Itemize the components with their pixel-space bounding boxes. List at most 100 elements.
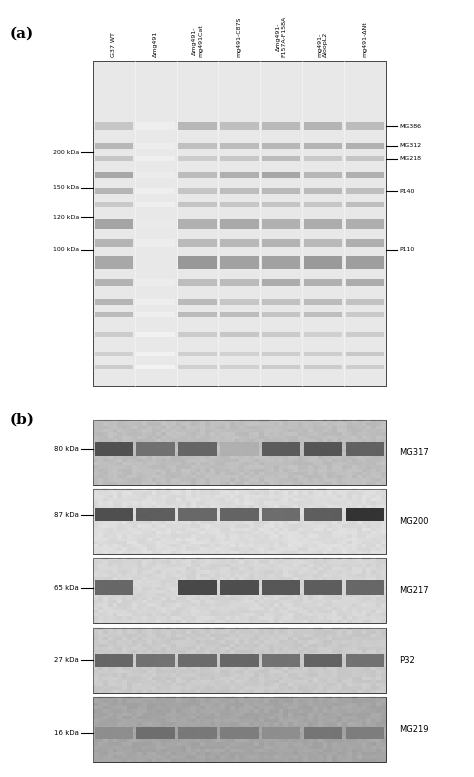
Bar [304,352,342,356]
Bar [262,122,301,130]
Bar [220,188,258,194]
Bar [304,279,342,285]
Text: MG219: MG219 [400,725,429,734]
Bar [178,239,217,247]
Bar [95,156,133,161]
Bar [93,420,386,485]
Bar [304,441,342,456]
Bar [220,239,258,247]
Bar [304,312,342,317]
Text: P32: P32 [400,656,415,664]
Bar [346,143,384,148]
Bar [262,188,301,194]
Bar [346,122,384,130]
Bar [178,441,217,456]
Bar [178,352,217,356]
Bar [262,441,301,456]
Bar [262,365,301,369]
Bar [220,332,258,336]
Bar [178,279,217,285]
Bar [178,143,217,148]
Bar [346,580,384,594]
Bar [346,727,384,739]
Bar [346,188,384,194]
Bar [262,727,301,739]
Bar [346,202,384,207]
Bar [346,352,384,356]
Bar [93,559,386,623]
Text: 65 kDa: 65 kDa [55,584,79,591]
Bar [346,172,384,178]
Bar [95,653,133,667]
Bar [304,508,342,521]
Text: 150 kDa: 150 kDa [53,186,79,190]
Bar [95,202,133,207]
Bar [346,365,384,369]
Text: P110: P110 [400,247,415,253]
Bar [262,279,301,285]
Bar [137,727,175,739]
Bar [220,312,258,317]
Bar [304,365,342,369]
Bar [95,508,133,521]
Bar [220,256,258,270]
Bar [137,172,175,178]
Bar [262,172,301,178]
Bar [304,653,342,667]
Bar [137,441,175,456]
Bar [178,256,217,270]
Bar [304,332,342,336]
Text: 27 kDa: 27 kDa [55,657,79,663]
Text: 80 kDa: 80 kDa [54,446,79,452]
Text: P140: P140 [400,189,415,193]
Text: mg491-
ΔloopL2: mg491- ΔloopL2 [318,32,328,57]
Bar [93,61,386,386]
Bar [178,172,217,178]
Bar [304,156,342,161]
Bar [220,202,258,207]
Bar [137,332,175,336]
Text: MG200: MG200 [400,517,429,526]
Bar [95,299,133,305]
Bar [346,332,384,336]
Bar [304,202,342,207]
Bar [262,219,301,228]
Bar [346,156,384,161]
Bar [262,299,301,305]
Bar [304,143,342,148]
Bar [93,697,386,762]
Bar [95,122,133,130]
Bar [137,279,175,285]
Text: 200 kDa: 200 kDa [53,150,79,155]
Bar [346,508,384,521]
Text: Δmg491-
F157A-F158A: Δmg491- F157A-F158A [276,16,286,57]
Bar [304,299,342,305]
Bar [178,365,217,369]
Bar [346,256,384,270]
Bar [304,239,342,247]
Bar [137,312,175,317]
Bar [178,653,217,667]
Bar [346,653,384,667]
Bar [137,365,175,369]
Bar [346,279,384,285]
Bar [220,122,258,130]
Bar [220,279,258,285]
Bar [220,156,258,161]
Bar [220,172,258,178]
Bar [346,219,384,228]
Bar [137,653,175,667]
Bar [137,143,175,148]
Bar [178,727,217,739]
Bar [220,352,258,356]
Bar [137,188,175,194]
Bar [304,580,342,594]
Bar [262,653,301,667]
Text: 120 kDa: 120 kDa [53,214,79,220]
Bar [95,188,133,194]
Bar [95,256,133,270]
Bar [220,727,258,739]
Bar [178,202,217,207]
Bar [95,279,133,285]
Text: (b): (b) [9,413,35,427]
